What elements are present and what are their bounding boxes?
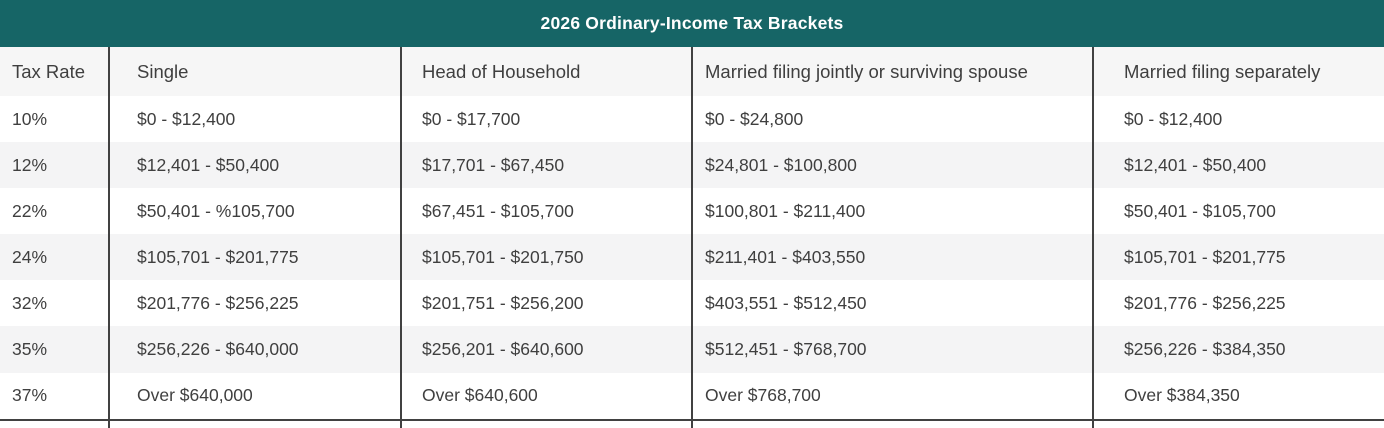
table-bottom-border [0, 418, 1384, 428]
bracket-cell: $201,751 - $256,200 [400, 280, 691, 327]
tax-rate-cell: 37% [0, 372, 108, 419]
bracket-cell: $211,401 - $403,550 [691, 234, 1092, 281]
bracket-cell: Over $640,600 [400, 372, 691, 419]
column-header-married-filing-separately: Married filing separately [1092, 47, 1384, 96]
bracket-cell: $50,401 - $105,700 [1092, 188, 1384, 235]
bracket-cell: $0 - $12,400 [108, 96, 400, 143]
tax-rate-cell: 32% [0, 280, 108, 327]
bracket-cell: $17,701 - $67,450 [400, 142, 691, 189]
column-header-married-filing-jointly: Married filing jointly or surviving spou… [691, 47, 1092, 96]
tax-rate-cell: 35% [0, 326, 108, 373]
bracket-cell: $105,701 - $201,750 [400, 234, 691, 281]
bracket-cell: $0 - $17,700 [400, 96, 691, 143]
bracket-cell: Over $640,000 [108, 372, 400, 419]
bracket-cell: $67,451 - $105,700 [400, 188, 691, 235]
table-title-bar: 2026 Ordinary-Income Tax Brackets [0, 0, 1384, 47]
column-divider [108, 420, 110, 428]
bracket-cell: Over $768,700 [691, 372, 1092, 419]
bracket-cell: $256,226 - $640,000 [108, 326, 400, 373]
bracket-cell: $201,776 - $256,225 [1092, 280, 1384, 327]
column-header-head-of-household: Head of Household [400, 47, 691, 96]
column-divider [691, 420, 693, 428]
bracket-cell: $24,801 - $100,800 [691, 142, 1092, 189]
tax-rate-cell: 12% [0, 142, 108, 189]
column-header-tax-rate: Tax Rate [0, 47, 108, 96]
column-divider [400, 420, 402, 428]
bracket-cell: $50,401 - %105,700 [108, 188, 400, 235]
bracket-cell: $256,226 - $384,350 [1092, 326, 1384, 373]
bracket-cell: $100,801 - $211,400 [691, 188, 1092, 235]
bracket-cell: $105,701 - $201,775 [108, 234, 400, 281]
bracket-cell: $12,401 - $50,400 [108, 142, 400, 189]
bracket-cell: $403,551 - $512,450 [691, 280, 1092, 327]
tax-rate-cell: 24% [0, 234, 108, 281]
bracket-cell: $12,401 - $50,400 [1092, 142, 1384, 189]
column-header-single: Single [108, 47, 400, 96]
bracket-cell: Over $384,350 [1092, 372, 1384, 419]
bracket-cell: $105,701 - $201,775 [1092, 234, 1384, 281]
bracket-cell: $256,201 - $640,600 [400, 326, 691, 373]
bracket-cell: $0 - $12,400 [1092, 96, 1384, 143]
bracket-cell: $201,776 - $256,225 [108, 280, 400, 327]
bracket-cell: $0 - $24,800 [691, 96, 1092, 143]
tax-table-grid: Tax Rate Single Head of Household Marrie… [0, 47, 1384, 419]
column-divider [1092, 420, 1094, 428]
tax-rate-cell: 10% [0, 96, 108, 143]
tax-rate-cell: 22% [0, 188, 108, 235]
table-title: 2026 Ordinary-Income Tax Brackets [540, 13, 844, 33]
bracket-cell: $512,451 - $768,700 [691, 326, 1092, 373]
